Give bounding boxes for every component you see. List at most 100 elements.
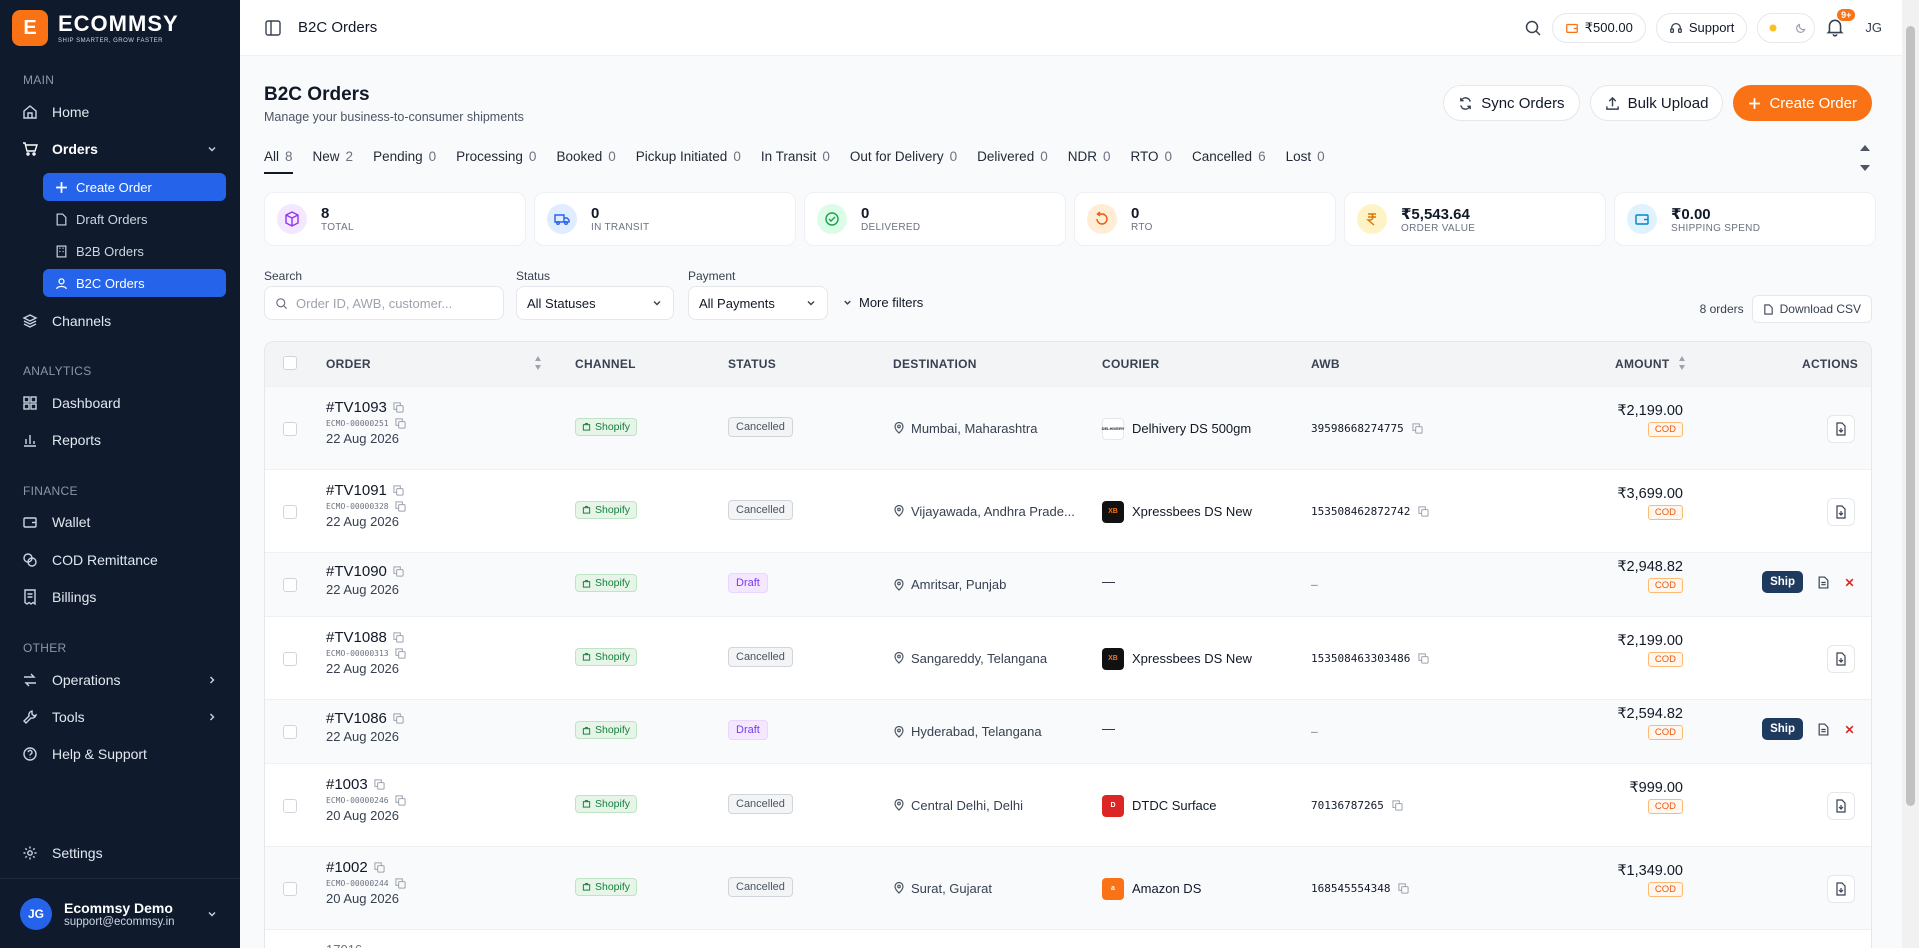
nav-b2b-orders[interactable]: B2B Orders xyxy=(43,237,226,265)
wallet-balance[interactable]: ₹500.00 xyxy=(1551,12,1646,43)
search-input[interactable]: Order ID, AWB, customer... xyxy=(264,286,504,320)
col-order[interactable]: ORDER xyxy=(326,357,371,371)
sort-icon[interactable] xyxy=(1678,355,1686,371)
copy-icon[interactable] xyxy=(393,402,404,413)
file-icon[interactable] xyxy=(1817,722,1830,736)
row-checkbox[interactable] xyxy=(283,578,297,592)
file-icon[interactable] xyxy=(1817,575,1830,589)
order-id[interactable]: 17016 xyxy=(326,942,362,948)
nav-draft-orders[interactable]: Draft Orders xyxy=(43,205,226,233)
copy-icon[interactable] xyxy=(395,795,406,806)
copy-icon[interactable] xyxy=(393,632,404,643)
order-id[interactable]: #1003 xyxy=(326,776,368,793)
copy-icon[interactable] xyxy=(395,648,406,659)
copy-icon[interactable] xyxy=(395,501,406,512)
ship-button[interactable]: Ship xyxy=(1762,571,1803,593)
order-id[interactable]: #TV1091 xyxy=(326,482,387,499)
tab-in-transit[interactable]: In Transit 0 xyxy=(761,149,830,174)
tab-pickup-initiated[interactable]: Pickup Initiated 0 xyxy=(636,149,741,174)
nav-tools[interactable]: Tools xyxy=(22,702,218,732)
create-order-button[interactable]: Create Order xyxy=(1733,85,1872,121)
order-id[interactable]: #1002 xyxy=(326,859,368,876)
support-button[interactable]: Support xyxy=(1655,12,1748,43)
copy-icon[interactable] xyxy=(1412,422,1423,434)
row-checkbox[interactable] xyxy=(283,504,297,519)
nav-b2c-orders[interactable]: B2C Orders xyxy=(43,269,226,297)
nav-help[interactable]: Help & Support xyxy=(22,739,218,769)
copy-icon[interactable] xyxy=(1418,652,1429,664)
tab-scroll-arrows[interactable] xyxy=(1858,142,1872,174)
nav-cod-remittance[interactable]: COD Remittance xyxy=(22,545,218,575)
table-row[interactable]: #1002 ECMO-00000244 20 Aug 2026 Shopify … xyxy=(265,846,1871,929)
copy-icon[interactable] xyxy=(1398,882,1410,894)
tab-all[interactable]: All 8 xyxy=(264,149,293,174)
copy-icon[interactable] xyxy=(395,878,406,889)
nav-orders[interactable]: Orders xyxy=(22,134,218,164)
download-csv-button[interactable]: Download CSV xyxy=(1751,295,1872,323)
tab-new[interactable]: New 2 xyxy=(313,149,354,174)
copy-icon[interactable] xyxy=(395,418,406,429)
table-row[interactable]: #TV1093 ECMO-00000251 22 Aug 2026 Shopif… xyxy=(265,386,1871,469)
row-checkbox[interactable] xyxy=(283,651,297,666)
copy-icon[interactable] xyxy=(393,485,404,496)
tab-cancelled[interactable]: Cancelled 6 xyxy=(1192,149,1266,174)
order-id[interactable]: #TV1088 xyxy=(326,629,387,646)
nav-operations[interactable]: Operations xyxy=(22,665,218,695)
table-row[interactable]: #TV1088 ECMO-00000313 22 Aug 2026 Shopif… xyxy=(265,616,1871,699)
tab-ndr[interactable]: NDR 0 xyxy=(1068,149,1111,174)
copy-icon[interactable] xyxy=(1418,505,1429,517)
download-label-button[interactable] xyxy=(1827,791,1855,820)
table-row[interactable]: #TV1091 ECMO-00000328 22 Aug 2026 Shopif… xyxy=(265,469,1871,552)
download-label-button[interactable] xyxy=(1827,874,1855,903)
ship-button[interactable]: Ship xyxy=(1762,718,1803,740)
order-id[interactable]: #TV1086 xyxy=(326,710,387,727)
nav-home[interactable]: Home xyxy=(22,97,218,127)
copy-icon[interactable] xyxy=(393,713,404,724)
table-row[interactable]: #1003 ECMO-00000246 20 Aug 2026 Shopify … xyxy=(265,763,1871,846)
download-label-button[interactable] xyxy=(1827,414,1855,443)
nav-wallet[interactable]: Wallet xyxy=(22,507,218,537)
tab-lost[interactable]: Lost 0 xyxy=(1286,149,1325,174)
more-filters-button[interactable]: More filters xyxy=(842,295,923,310)
select-all-checkbox[interactable] xyxy=(283,356,297,370)
payment-select[interactable]: All Payments xyxy=(688,286,828,320)
tab-pending[interactable]: Pending 0 xyxy=(373,149,436,174)
table-row[interactable]: #TV1086 22 Aug 2026 Shopify Draft Hydera… xyxy=(265,699,1871,763)
tab-booked[interactable]: Booked 0 xyxy=(556,149,615,174)
user-menu[interactable]: JG Ecommsy Demo support@ecommsy.in xyxy=(0,878,240,948)
status-select[interactable]: All Statuses xyxy=(516,286,674,320)
close-icon[interactable] xyxy=(1844,724,1855,735)
copy-icon[interactable] xyxy=(393,566,404,577)
brand-logo[interactable]: E ECOMMSY SHIP SMARTER, GROW FASTER xyxy=(0,0,240,56)
tab-processing[interactable]: Processing 0 xyxy=(456,149,536,174)
table-row[interactable]: 17016 xyxy=(265,929,1871,948)
copy-icon[interactable] xyxy=(374,862,385,873)
nav-channels[interactable]: Channels xyxy=(22,306,218,336)
tab-rto[interactable]: RTO 0 xyxy=(1130,149,1172,174)
scrollbar-thumb[interactable] xyxy=(1906,26,1915,806)
order-id[interactable]: #TV1093 xyxy=(326,399,387,416)
avatar[interactable]: JG xyxy=(1865,20,1882,35)
copy-icon[interactable] xyxy=(1392,799,1403,811)
nav-billings[interactable]: Billings xyxy=(22,582,218,612)
theme-toggle[interactable] xyxy=(1757,12,1816,43)
nav-dashboard[interactable]: Dashboard xyxy=(22,388,218,418)
nav-reports[interactable]: Reports xyxy=(22,425,218,455)
row-checkbox[interactable] xyxy=(283,881,297,896)
row-checkbox[interactable] xyxy=(283,421,297,436)
row-checkbox[interactable] xyxy=(283,798,297,813)
order-id[interactable]: #TV1090 xyxy=(326,563,387,580)
sidebar-toggle-icon[interactable] xyxy=(264,19,282,37)
copy-icon[interactable] xyxy=(374,779,385,790)
nav-settings[interactable]: Settings xyxy=(22,838,218,868)
search-icon[interactable] xyxy=(1524,19,1542,37)
table-row[interactable]: #TV1090 22 Aug 2026 Shopify Draft Amrits… xyxy=(265,552,1871,616)
download-label-button[interactable] xyxy=(1827,644,1855,673)
col-amount[interactable]: AMOUNT xyxy=(1615,357,1670,371)
bulk-upload-button[interactable]: Bulk Upload xyxy=(1589,85,1724,121)
page-scrollbar[interactable] xyxy=(1902,0,1919,948)
download-label-button[interactable] xyxy=(1827,497,1855,526)
close-icon[interactable] xyxy=(1844,577,1855,588)
tab-delivered[interactable]: Delivered 0 xyxy=(977,149,1048,174)
sync-orders-button[interactable]: Sync Orders xyxy=(1443,85,1580,121)
